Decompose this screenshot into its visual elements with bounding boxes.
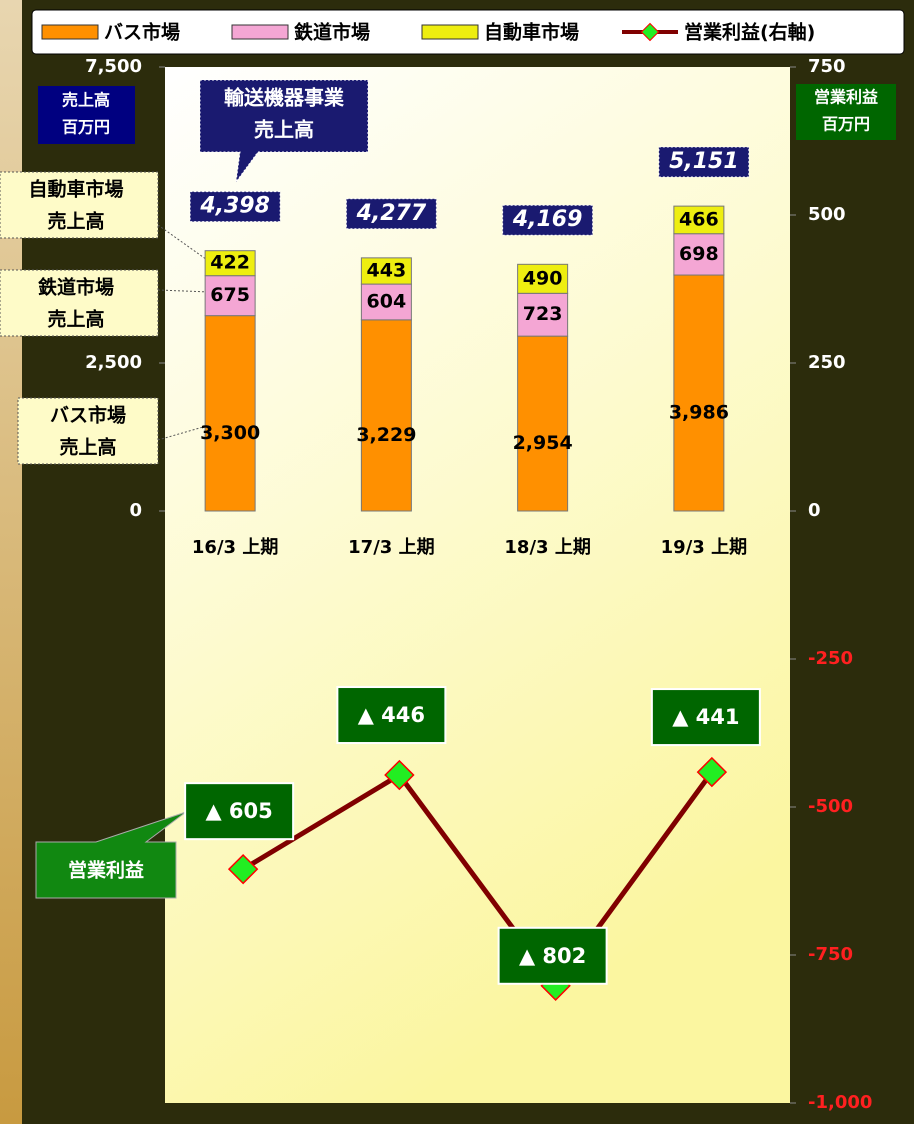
- legend-swatch: [41, 24, 99, 40]
- left-strip: [0, 0, 22, 1124]
- bar: [204, 315, 256, 512]
- value-box: [650, 688, 761, 747]
- y2-tick-label: 0: [808, 500, 821, 521]
- y2-tick-label: -250: [808, 648, 853, 669]
- total-label: 4,398: [199, 194, 270, 219]
- bar: [673, 205, 725, 235]
- callout-text: 売上高: [47, 308, 104, 331]
- value-label: ▲ 605: [205, 799, 272, 823]
- callout: バス市場 売上高: [17, 397, 211, 465]
- legend-label: 自動車市場: [484, 21, 579, 44]
- bar-label: 604: [367, 290, 407, 312]
- total-box: [502, 204, 594, 236]
- bar-label: 698: [679, 243, 719, 265]
- y2-label-line: 百万円: [822, 115, 870, 134]
- y2-tick-label: 500: [808, 204, 846, 225]
- total-box: [189, 191, 281, 223]
- callout-text: 売上高: [59, 436, 116, 459]
- value-label: ▲ 802: [519, 944, 586, 968]
- x-tick-label: 16/3 上期: [192, 537, 278, 558]
- bar-label: 443: [367, 259, 407, 281]
- y2-label-line: 営業利益: [814, 88, 878, 107]
- marker: [696, 756, 728, 788]
- bar: [517, 263, 569, 294]
- callout-text: 売上高: [47, 210, 104, 233]
- legend-label: バス市場: [104, 21, 180, 44]
- legend-swatch: [231, 24, 289, 40]
- bar: [517, 292, 569, 337]
- bar-label: 2,954: [513, 432, 573, 454]
- bar-label: 422: [210, 252, 250, 274]
- bar-label: 490: [523, 267, 563, 289]
- bar-label: 723: [523, 303, 563, 325]
- total-label: 4,169: [512, 207, 583, 232]
- callout: 輸送機器事業 売上高: [199, 79, 369, 183]
- legend-swatch: [640, 22, 660, 42]
- bar: [517, 335, 569, 512]
- callout-text: バス市場: [50, 404, 126, 427]
- bar: [673, 274, 725, 512]
- bar-label: 3,300: [200, 422, 260, 444]
- y-label: 売上高 百万円: [38, 86, 135, 144]
- bar-label: 3,986: [669, 402, 729, 424]
- bar-label: 675: [210, 284, 250, 306]
- y-label-line: 売上高: [62, 91, 110, 110]
- total-label: 4,277: [356, 201, 427, 226]
- value-label: ▲ 441: [672, 705, 739, 729]
- total-label: 5,151: [669, 149, 739, 174]
- y2-label: 営業利益 百万円: [796, 84, 896, 140]
- y-tick-label: 2,500: [85, 352, 142, 373]
- callout-text: 鉄道市場: [38, 276, 114, 299]
- legend-label: 鉄道市場: [294, 21, 370, 44]
- callout: 営業利益: [35, 811, 187, 899]
- value-box: [497, 926, 608, 985]
- y2-tick-label: 750: [808, 56, 846, 77]
- legend-label: 営業利益(右軸): [684, 21, 815, 44]
- bar: [673, 233, 725, 276]
- marker: [227, 853, 259, 885]
- y2-tick-label: -750: [808, 944, 853, 965]
- y2-tick-label: 250: [808, 352, 846, 373]
- bar: [360, 283, 412, 321]
- bar: [204, 250, 256, 277]
- callout-text: 輸送機器事業: [224, 86, 345, 110]
- callout: 鉄道市場 売上高: [0, 269, 211, 337]
- x-tick-label: 17/3 上期: [348, 537, 434, 558]
- legend-swatch: [421, 24, 479, 40]
- marker: [384, 759, 415, 791]
- total-box: [658, 146, 750, 178]
- y2-tick-label: -500: [808, 796, 853, 817]
- bar-label: 466: [679, 208, 719, 230]
- x-tick-label: 19/3 上期: [661, 537, 747, 558]
- y-tick-label: 0: [129, 500, 142, 521]
- line: [241, 770, 714, 991]
- value-box: [184, 782, 295, 841]
- callout: 自動車市場 売上高: [0, 171, 211, 263]
- value-label: ▲ 446: [358, 703, 425, 727]
- y-tick-label: 7,500: [85, 56, 142, 77]
- callout-text: 自動車市場: [28, 178, 123, 201]
- bar: [360, 257, 412, 285]
- bar: [360, 319, 412, 512]
- value-box: [336, 686, 447, 745]
- callout-text: 営業利益: [68, 859, 144, 882]
- bar-label: 3,229: [356, 424, 416, 446]
- x-tick-label: 18/3 上期: [504, 537, 590, 558]
- y2-tick-label: -1,000: [808, 1092, 872, 1113]
- total-box: [345, 198, 437, 230]
- callout-text: 売上高: [254, 118, 314, 142]
- y-label-line: 百万円: [62, 118, 110, 137]
